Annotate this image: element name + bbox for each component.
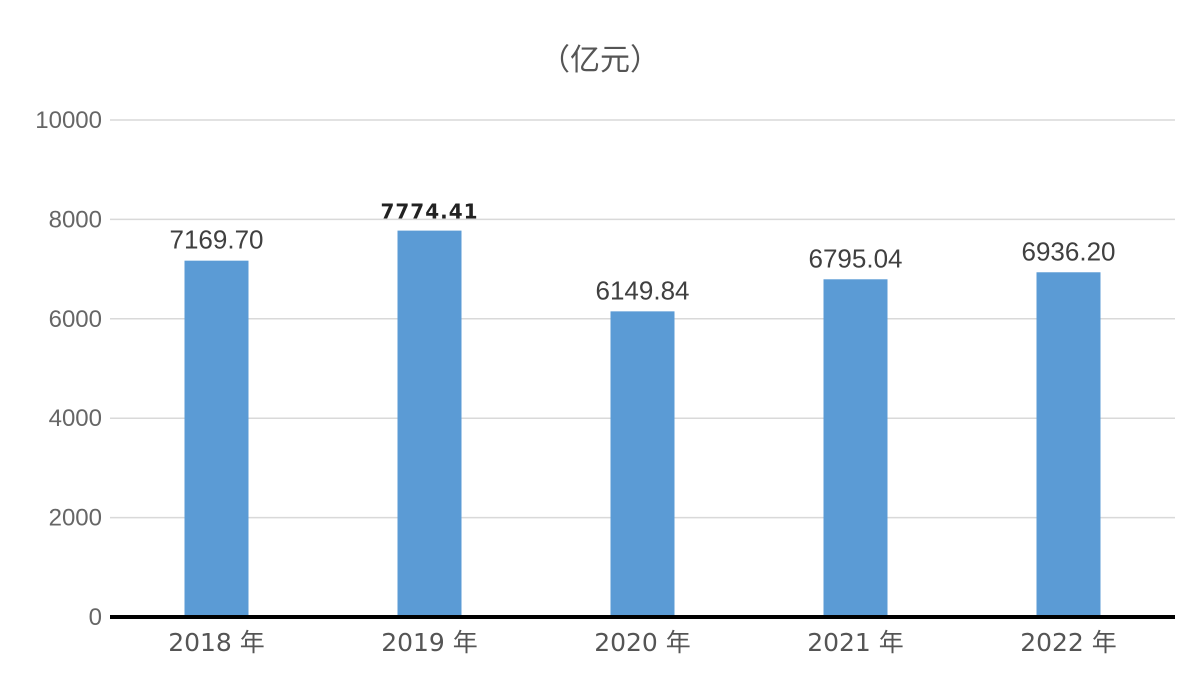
bar (823, 279, 888, 617)
x-tick-label: 2018 年 (168, 628, 265, 657)
y-tick-label: 2000 (49, 505, 102, 532)
unit-label: （亿元） (540, 43, 660, 78)
bar (397, 230, 462, 617)
y-tick-label: 6000 (49, 306, 102, 333)
bar (184, 260, 249, 617)
data-label: 6149.84 (596, 275, 690, 305)
y-axis-ticks: 0 2000 4000 6000 8000 10000 (35, 107, 102, 631)
bars (184, 230, 1101, 617)
bar (610, 311, 675, 617)
bar (1036, 272, 1101, 617)
y-tick-label: 4000 (49, 405, 102, 432)
x-tick-label: 2021 年 (807, 628, 904, 657)
x-tick-label: 2020 年 (594, 628, 691, 657)
data-label: 7169.70 (170, 225, 264, 255)
y-tick-label: 0 (89, 604, 102, 631)
x-tick-label: 2022 年 (1020, 628, 1117, 657)
x-axis-ticks: 2018 年 2019 年 2020 年 2021 年 2022 年 (168, 628, 1117, 657)
data-label: 7774.41 (380, 200, 478, 224)
x-tick-label: 2019 年 (381, 628, 478, 657)
data-labels: 7169.70 7774.41 6149.84 6795.04 6936.20 (170, 200, 1116, 306)
data-label: 6936.20 (1022, 236, 1116, 266)
data-label: 6795.04 (809, 243, 903, 273)
y-tick-label: 10000 (35, 107, 102, 134)
y-tick-label: 8000 (49, 206, 102, 233)
